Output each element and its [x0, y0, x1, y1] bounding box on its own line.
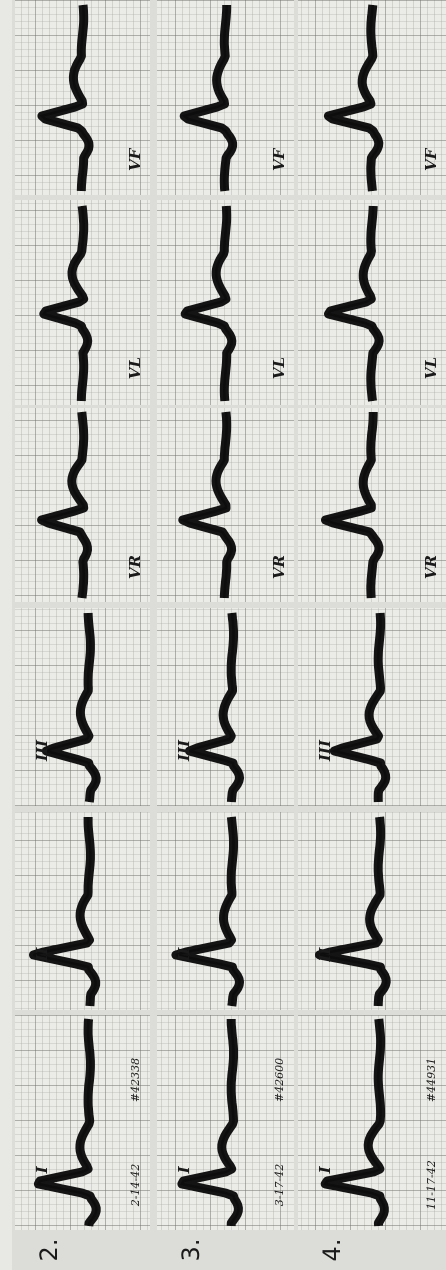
record-date: 2-14-42: [129, 1164, 142, 1207]
lead-label: VL: [126, 357, 144, 379]
lead-label: II: [33, 947, 51, 963]
row-label: 4.: [318, 1239, 346, 1262]
lead-label: I: [175, 1165, 193, 1174]
lead-label: III: [175, 739, 193, 762]
record-date: 3-17-42: [273, 1164, 286, 1206]
lead-label: II: [175, 947, 193, 963]
row-label: 3.: [177, 1239, 205, 1262]
ecg-sheet: IIIIIIVRVLVF2-14-42#423382.IIIIIIVRVLVF3…: [0, 0, 446, 1270]
page: {"rows": [ {"label": "2.", "date": "2-14…: [0, 0, 446, 1270]
lead-label: VR: [270, 555, 288, 579]
lead-label: VL: [422, 357, 440, 379]
margin: [0, 0, 12, 1270]
record-number: #42338: [129, 1058, 142, 1102]
lead-label: I: [316, 1165, 334, 1174]
lead-label: VL: [270, 357, 288, 379]
lead-label: VR: [126, 555, 144, 579]
lead-label: VF: [270, 147, 288, 171]
lead-label: III: [316, 739, 334, 762]
lead-label: VF: [422, 147, 440, 171]
lead-label: III: [33, 739, 51, 762]
record-number: #42600: [273, 1058, 286, 1102]
lead-label: II: [316, 947, 334, 963]
record-date: 11-17-42: [425, 1160, 438, 1209]
lead-label: VR: [422, 555, 440, 579]
row-label: 2.: [35, 1239, 63, 1262]
lead-label: VF: [126, 147, 144, 171]
lead-label: I: [33, 1165, 51, 1174]
record-number: #44931: [425, 1058, 438, 1102]
